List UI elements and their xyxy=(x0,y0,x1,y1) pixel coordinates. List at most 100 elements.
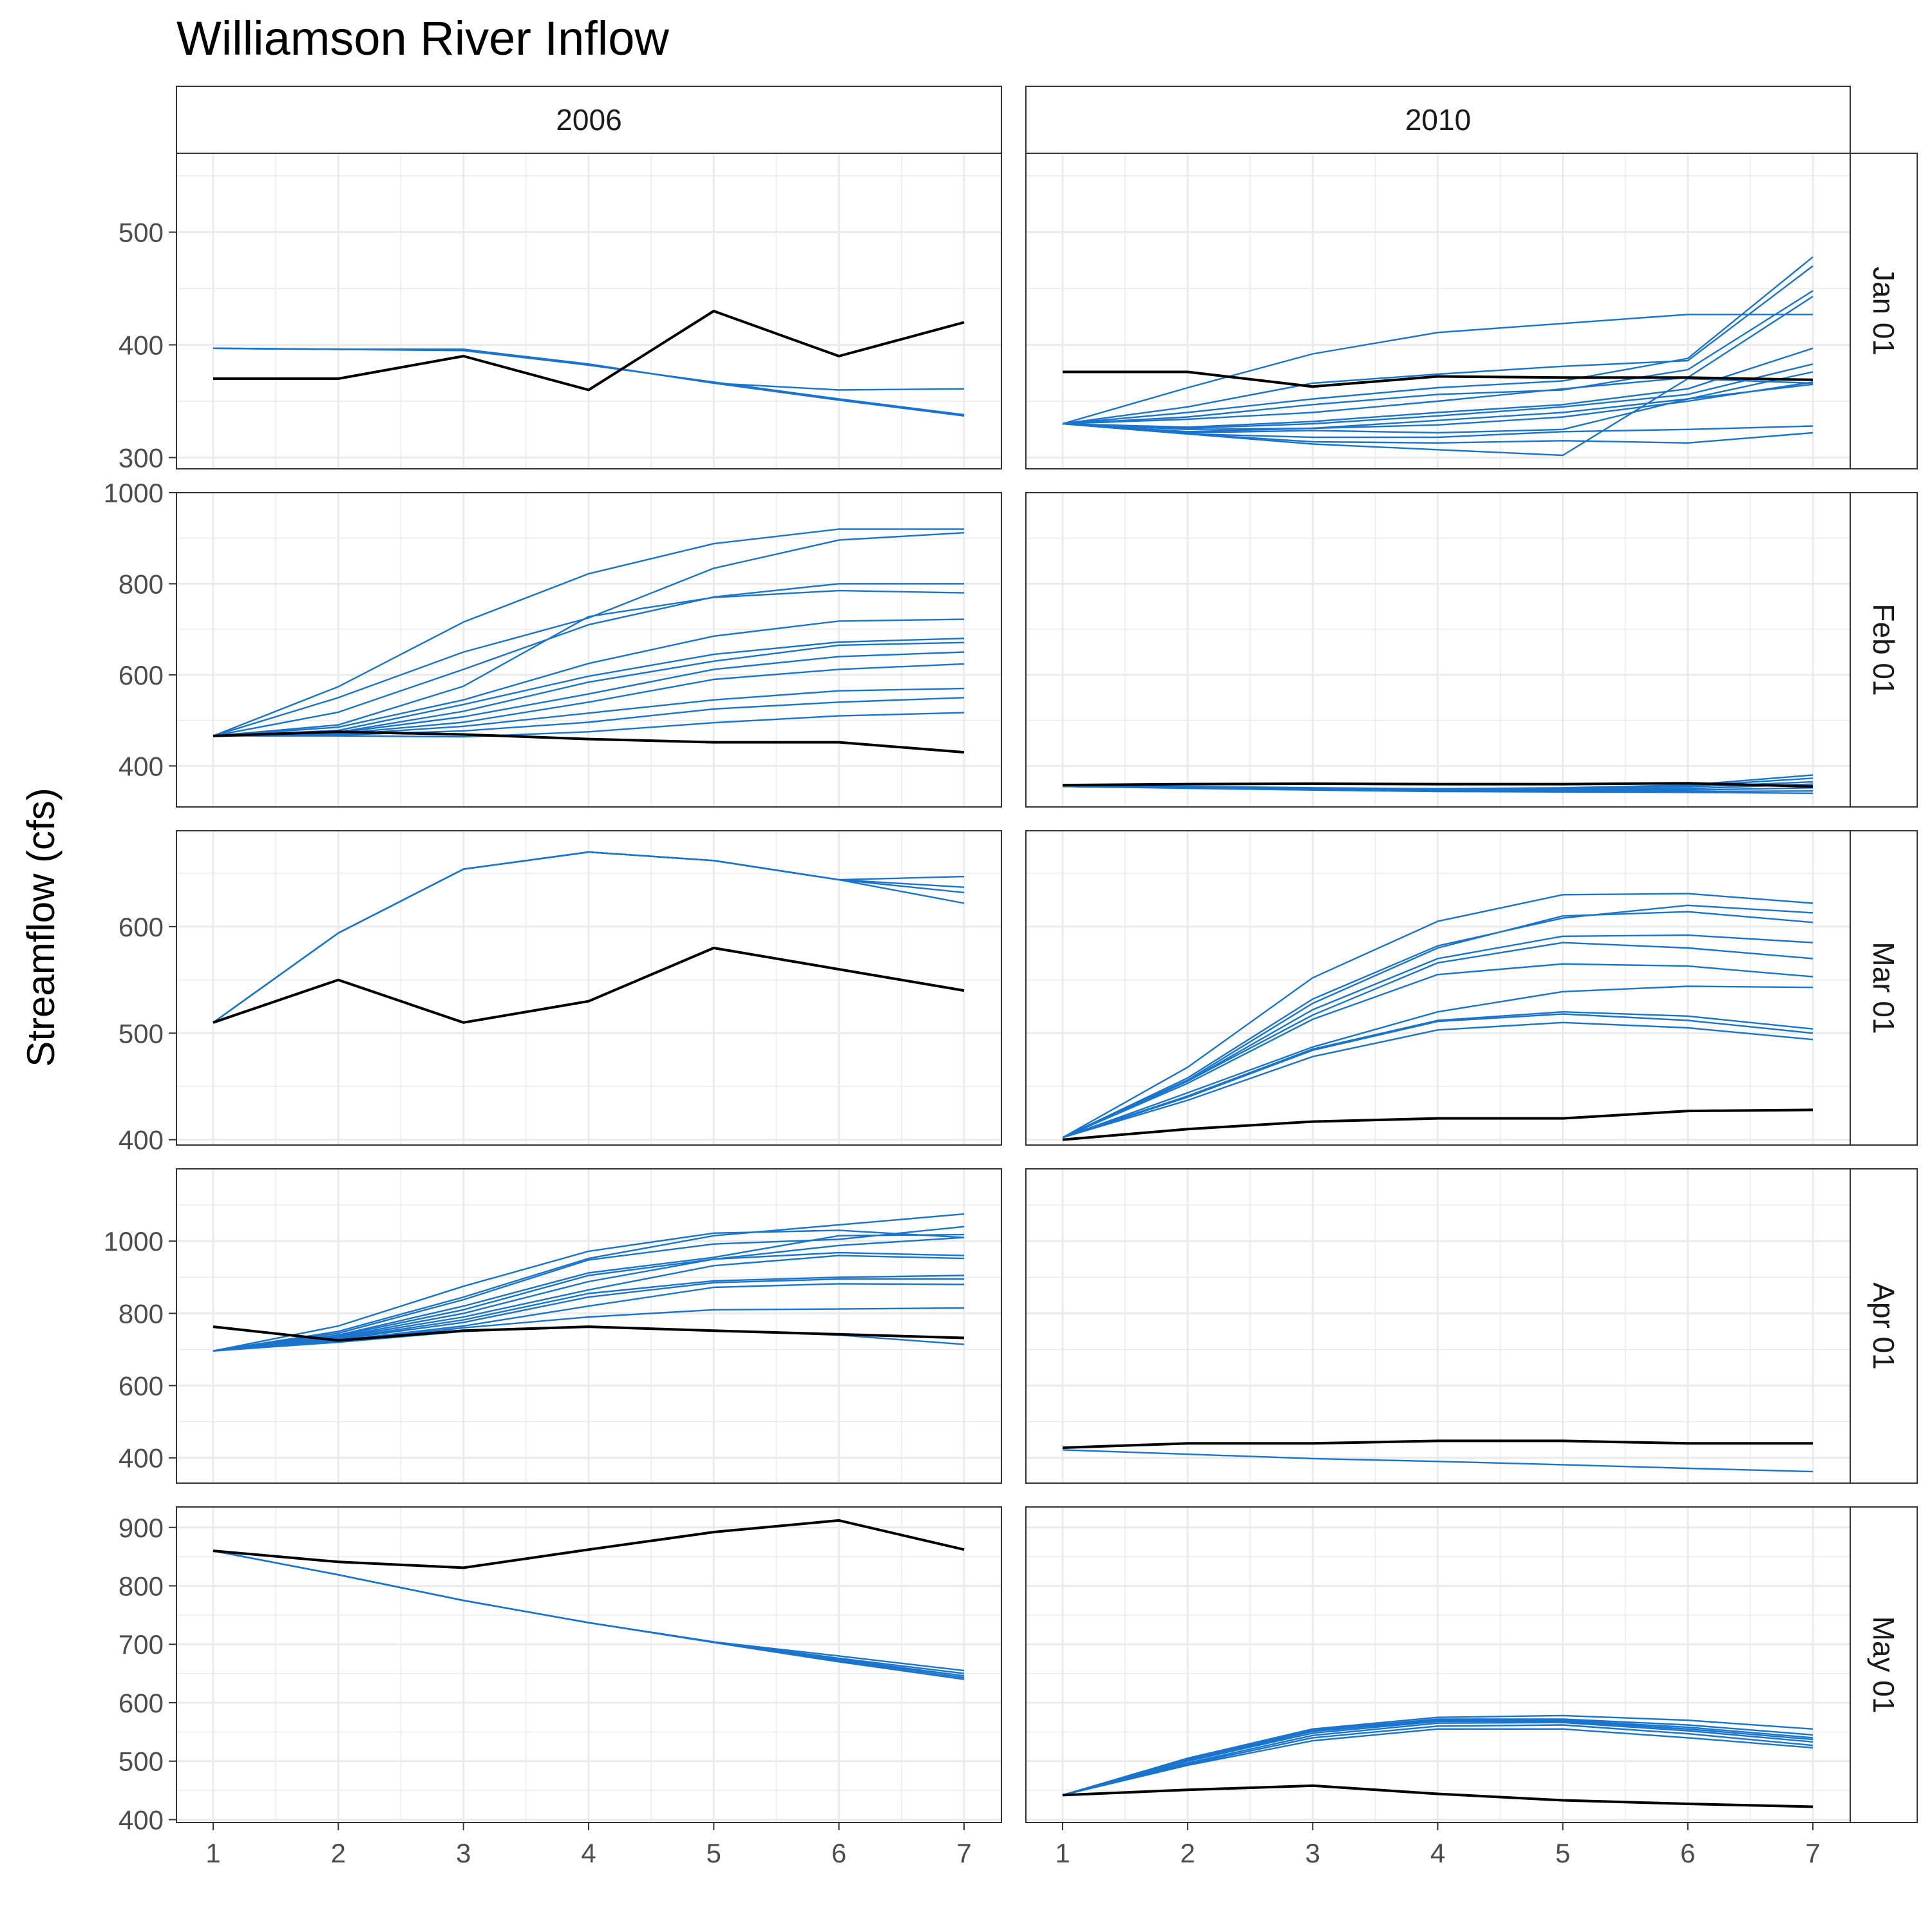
forecast-trace-line xyxy=(1062,786,1814,795)
forecast-trace-line xyxy=(1062,363,1814,430)
column-strip-label: 2006 xyxy=(556,103,621,137)
forecast-trace-line xyxy=(213,589,965,737)
y-tick-label: 600 xyxy=(118,912,164,942)
forecast-trace-line xyxy=(1062,381,1814,433)
y-tick-label: 800 xyxy=(118,569,164,599)
forecast-trace-line xyxy=(213,528,964,737)
y-tick-label: 900 xyxy=(118,1513,164,1543)
x-tick-label: 2 xyxy=(331,1838,346,1868)
y-tick-label: 400 xyxy=(118,330,164,361)
forecast-trace-line xyxy=(213,1213,965,1352)
facet-panel xyxy=(176,153,1002,469)
facet-panel xyxy=(1025,830,1851,1146)
y-tick-label: 800 xyxy=(118,1571,164,1602)
row-strip xyxy=(1850,492,1918,808)
observed-line xyxy=(213,947,965,1024)
forecast-trace-line xyxy=(1062,1021,1814,1139)
y-tick-label: 300 xyxy=(118,443,164,473)
facet-panel xyxy=(176,491,1002,808)
forecast-trace-line xyxy=(213,712,965,738)
y-tick-label: 700 xyxy=(118,1629,164,1660)
observed-line xyxy=(1062,1784,1814,1808)
x-tick-label: 6 xyxy=(1680,1838,1695,1868)
facet-panel xyxy=(1025,1506,1851,1823)
y-tick-label: 400 xyxy=(118,1125,164,1155)
forecast-trace-line xyxy=(1062,1728,1814,1796)
observed-line xyxy=(213,1325,965,1342)
facet-panel xyxy=(1025,153,1851,469)
x-tick-label: 4 xyxy=(1430,1838,1445,1868)
observed-line xyxy=(1062,782,1814,788)
x-tick-label: 5 xyxy=(1555,1838,1570,1868)
y-tick-label: 500 xyxy=(118,218,164,248)
panel-border xyxy=(176,830,1002,1146)
forecast-trace-line xyxy=(1062,911,1814,1139)
y-tick-label: 400 xyxy=(118,1804,164,1835)
forecast-trace-line xyxy=(1062,265,1814,425)
forecast-trace-line xyxy=(213,851,965,1023)
forecast-trace-line xyxy=(213,1229,965,1352)
forecast-trace-line xyxy=(1062,1718,1814,1796)
x-tick-label: 1 xyxy=(1055,1838,1070,1868)
y-tick-label: 600 xyxy=(118,1688,164,1718)
panel-border xyxy=(176,1168,1002,1484)
column-strip xyxy=(1025,86,1851,154)
row-strip-label: Mar 01 xyxy=(1867,942,1900,1034)
panel-border xyxy=(176,153,1002,469)
forecast-trace-line xyxy=(1062,290,1814,425)
y-tick-label: 800 xyxy=(118,1298,164,1329)
observed-line xyxy=(213,1519,965,1569)
forecast-trace-line xyxy=(1062,1724,1814,1796)
forecast-trace-line xyxy=(213,638,965,737)
facet-panel xyxy=(1025,1168,1851,1484)
facet-panels: 2006 2010 Jan 01 300 400 500 Feb 01 400 600 800 10… xyxy=(104,86,1918,1868)
y-tick-label: 600 xyxy=(118,660,164,690)
panel-border xyxy=(1025,830,1851,1146)
forecast-trace-line xyxy=(213,1255,965,1352)
y-tick-label: 400 xyxy=(118,751,164,781)
forecast-trace-line xyxy=(213,347,965,416)
observed-line xyxy=(213,730,965,754)
forecast-trace-line xyxy=(213,583,964,737)
row-strip xyxy=(1850,830,1918,1146)
facet-panel xyxy=(176,1506,1002,1823)
forecast-trace-line xyxy=(213,1236,965,1352)
forecast-trace-line xyxy=(1062,1010,1814,1139)
row-strip-label: Jan 01 xyxy=(1867,267,1900,355)
forecast-trace-line xyxy=(213,618,965,737)
forecast-trace-line xyxy=(1062,256,1814,425)
forecast-trace-line xyxy=(1062,1449,1814,1473)
observed-line xyxy=(1063,370,1814,388)
observed-line xyxy=(1062,1108,1814,1141)
forecast-trace-line xyxy=(213,697,965,737)
x-tick-label: 1 xyxy=(205,1838,220,1868)
forecast-trace-line xyxy=(1062,314,1813,425)
facet-panel xyxy=(176,830,1002,1146)
x-tick-label: 3 xyxy=(1305,1838,1320,1868)
y-tick-label: 400 xyxy=(118,1443,164,1473)
panel-border xyxy=(176,492,1002,808)
row-strip-label: Apr 01 xyxy=(1867,1282,1900,1370)
facet-panel xyxy=(176,1168,1002,1484)
forecast-trace-line xyxy=(213,532,965,737)
facet-panel xyxy=(1025,491,1851,808)
forecast-trace-line xyxy=(1062,1714,1814,1796)
row-strip xyxy=(1850,1506,1918,1823)
x-tick-label: 2 xyxy=(1180,1838,1195,1868)
forecast-trace-line xyxy=(1062,893,1814,1139)
x-tick-label: 6 xyxy=(831,1838,846,1868)
y-tick-label: 1000 xyxy=(104,478,164,508)
y-axis-title: Streamflow (cfs) xyxy=(19,788,62,1066)
y-tick-label: 1000 xyxy=(104,1226,164,1256)
forecast-trace-line xyxy=(1062,942,1814,1139)
row-strip-label: Feb 01 xyxy=(1867,603,1900,696)
x-tick-label: 5 xyxy=(706,1838,721,1868)
forecast-trace-line xyxy=(1062,963,1814,1139)
forecast-trace-line xyxy=(1062,985,1814,1139)
forecast-trace-line xyxy=(213,1549,965,1680)
panel-border xyxy=(1025,1168,1851,1484)
forecast-trace-line xyxy=(1062,347,1814,428)
forecast-trace-line xyxy=(1062,383,1814,434)
panel-border xyxy=(1025,492,1851,808)
